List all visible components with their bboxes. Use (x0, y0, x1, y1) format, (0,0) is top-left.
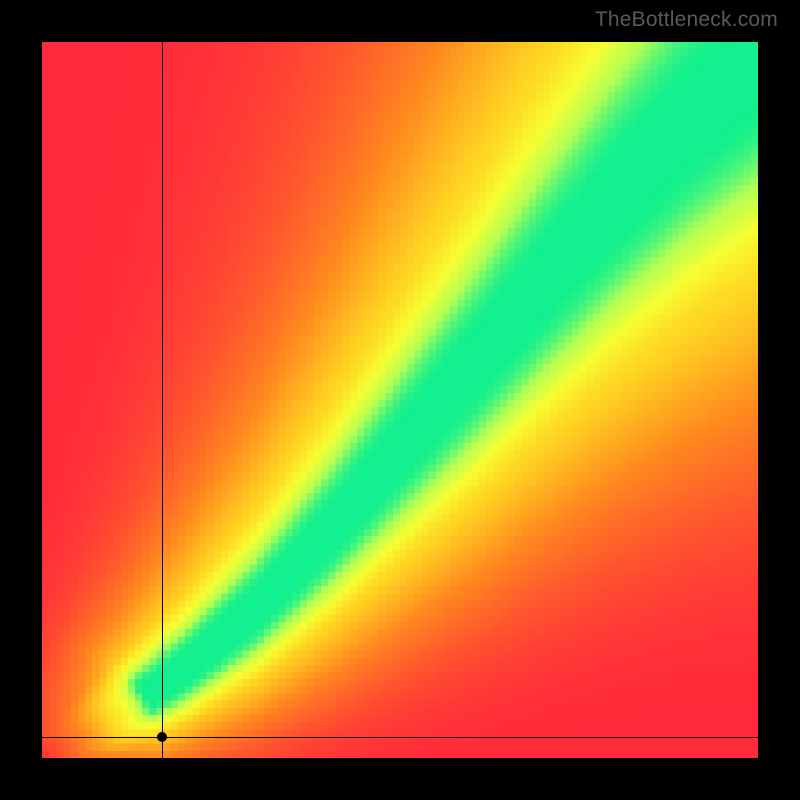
watermark-text: TheBottleneck.com (595, 8, 778, 32)
heatmap-canvas (42, 42, 758, 758)
crosshair-vertical (162, 42, 163, 758)
crosshair-horizontal (42, 737, 758, 738)
heatmap-plot (42, 42, 758, 758)
crosshair-marker (157, 732, 167, 742)
